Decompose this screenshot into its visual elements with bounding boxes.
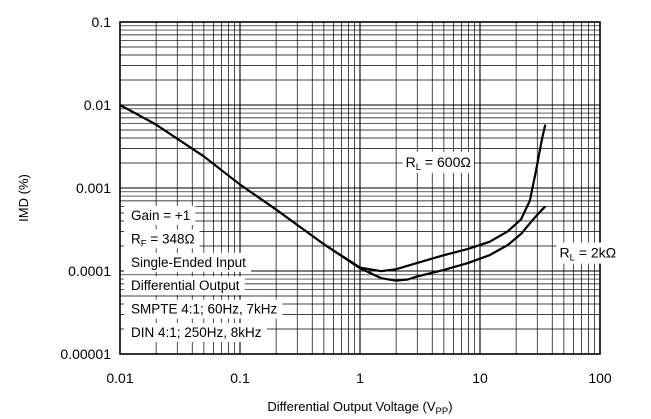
chart-note: RF = 348Ω [131, 231, 195, 249]
chart-note: Single-Ended Input [131, 255, 246, 270]
chart-notes: Gain = +1 RF = 348Ω Single-Ended Input Diff… [124, 206, 283, 342]
y-tick-label: 0.0001 [68, 263, 111, 279]
chart-series [119, 104, 547, 282]
series-label-background [402, 151, 474, 173]
chart-note: DIN 4:1; 250Hz, 8kHz [131, 325, 262, 340]
chart-note: Differential Output [131, 278, 240, 293]
y-axis-title: IMD (%) [16, 174, 31, 222]
note-background [124, 229, 200, 249]
x-axis-title: Differential Output Voltage (VPP) [267, 399, 452, 417]
note-background [124, 323, 267, 342]
x-tick-label: 10 [472, 370, 488, 386]
x-tick-label: 0.1 [230, 370, 250, 386]
note-background [124, 206, 196, 225]
series-line-0 [119, 104, 547, 273]
series-labels: RL = 600Ω RL = 2kΩ [402, 151, 620, 264]
x-tick-label: 0.01 [106, 370, 133, 386]
tick-labels: 0.01 0.1 1 10 100 0.1 0.01 0.001 0.0001 0.00001 [60, 14, 612, 386]
x-tick-label: 1 [356, 370, 364, 386]
y-tick-label: 0.01 [84, 97, 111, 113]
series-label-background [556, 242, 620, 264]
x-tick-label: 100 [588, 370, 612, 386]
series-label: RL = 600Ω [406, 154, 471, 173]
chart-note: SMPTE 4:1; 60Hz, 7kHz [131, 302, 278, 317]
y-tick-label: 0.00001 [60, 346, 111, 362]
chart-note: Gain = +1 [131, 208, 190, 223]
series-line-1 [323, 205, 547, 282]
y-tick-label: 0.1 [92, 14, 112, 30]
note-background [124, 299, 283, 319]
y-tick-label: 0.001 [76, 180, 111, 196]
series-label: RL = 2kΩ [560, 245, 617, 264]
note-background [124, 252, 252, 272]
note-background [124, 276, 245, 296]
plot-frame [119, 21, 601, 355]
